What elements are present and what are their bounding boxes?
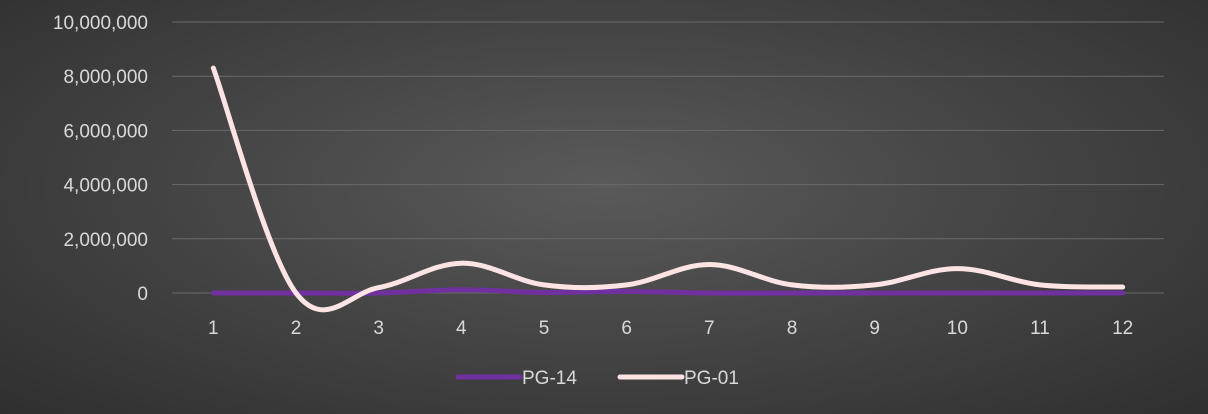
y-tick-label: 2,000,000 (63, 230, 148, 251)
y-tick-label: 8,000,000 (63, 67, 148, 88)
x-tick-label: 9 (869, 318, 880, 339)
legend: PG-14 PG-01 (455, 368, 739, 389)
x-tick-label: 6 (621, 318, 632, 339)
x-tick-label: 3 (373, 318, 384, 339)
y-tick-label: 4,000,000 (63, 176, 148, 197)
y-tick-label: 0 (137, 284, 148, 305)
y-tick-label: 6,000,000 (63, 121, 148, 142)
x-tick-label: 8 (787, 318, 798, 339)
y-tick-label: 10,000,000 (53, 13, 148, 34)
x-tick-label: 10 (947, 318, 968, 339)
gridlines (172, 21, 1164, 294)
legend-item-pg-14: PG-14 (455, 368, 577, 389)
x-tick-label: 2 (291, 318, 302, 339)
x-axis-ticks: 1 2 3 4 5 6 7 8 9 10 11 12 (208, 318, 1133, 339)
x-tick-label: 12 (1112, 318, 1133, 339)
legend-item-pg-01: PG-01 (617, 368, 739, 389)
x-tick-label: 11 (1030, 318, 1050, 339)
x-tick-label: 4 (456, 318, 467, 339)
series-line-pg-14 (210, 287, 1126, 296)
legend-label: PG-01 (684, 368, 739, 389)
legend-label: PG-14 (522, 368, 577, 389)
x-tick-label: 7 (704, 318, 715, 339)
y-axis-ticks: 0 2,000,000 4,000,000 6,000,000 8,000,000 10,… (53, 13, 148, 305)
x-tick-label: 5 (539, 318, 550, 339)
series-line-pg-01 (210, 65, 1126, 313)
series-lines (210, 65, 1126, 313)
x-tick-label: 1 (208, 318, 219, 339)
